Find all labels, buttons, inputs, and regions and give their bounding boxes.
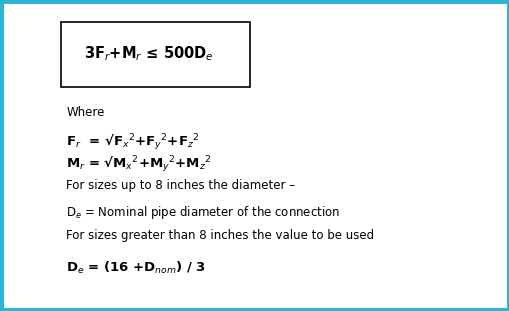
Text: 3F$_r$+M$_r$ ≤ 500D$_e$: 3F$_r$+M$_r$ ≤ 500D$_e$ bbox=[84, 44, 213, 63]
Text: For sizes greater than 8 inches the value to be used: For sizes greater than 8 inches the valu… bbox=[66, 229, 374, 242]
Text: F$_r$  = √F$_x$$^2$+F$_y$$^2$+F$_z$$^2$: F$_r$ = √F$_x$$^2$+F$_y$$^2$+F$_z$$^2$ bbox=[66, 132, 200, 153]
Text: D$_e$ = Nominal pipe diameter of the connection: D$_e$ = Nominal pipe diameter of the con… bbox=[66, 204, 340, 221]
Text: M$_r$ = √M$_x$$^2$+M$_y$$^2$+M$_z$$^2$: M$_r$ = √M$_x$$^2$+M$_y$$^2$+M$_z$$^2$ bbox=[66, 154, 211, 174]
Bar bbox=[61, 22, 249, 87]
Text: D$_e$ = (16 +D$_{nom}$) / 3: D$_e$ = (16 +D$_{nom}$) / 3 bbox=[66, 260, 206, 276]
Text: For sizes up to 8 inches the diameter –: For sizes up to 8 inches the diameter – bbox=[66, 179, 295, 192]
Text: Where: Where bbox=[66, 106, 104, 119]
